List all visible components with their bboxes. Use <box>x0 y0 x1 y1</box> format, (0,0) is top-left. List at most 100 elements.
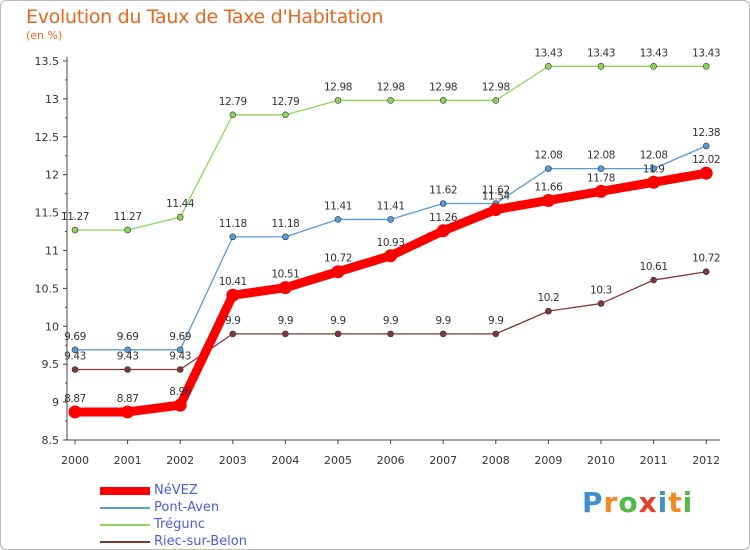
data-label-2: 12.98 <box>482 81 510 93</box>
chart-title: Evolution du Taux de Taxe d'Habitation <box>26 6 384 28</box>
series-point-3 <box>282 330 289 338</box>
series-point-1 <box>176 346 184 354</box>
legend-label-riec-sur-belon: Riec-sur-Belon <box>154 534 247 549</box>
series-point-2 <box>492 97 500 104</box>
x-tick-label: 2002 <box>166 454 194 467</box>
data-label-2: 12.98 <box>429 81 457 93</box>
data-label-3: 10.2 <box>538 292 560 304</box>
data-label-0: 10.51 <box>271 269 299 281</box>
series-point-0 <box>226 288 240 302</box>
data-label-0: 11.26 <box>429 212 458 224</box>
series-point-3 <box>124 366 131 373</box>
series-point-2 <box>229 111 237 119</box>
series-point-3 <box>334 330 342 338</box>
series-point-1 <box>229 233 237 241</box>
data-label-2: 12.98 <box>324 81 352 93</box>
y-tick-label: 10.5 <box>35 282 60 295</box>
data-label-2: 13.43 <box>587 47 615 59</box>
data-label-0: 11.54 <box>482 191 511 203</box>
data-label-1: 11.41 <box>377 200 405 212</box>
x-tick-label: 2000 <box>61 454 89 467</box>
legend-swatch-nevez <box>100 487 150 495</box>
data-label-1: 11.62 <box>429 185 457 197</box>
data-label-2: 12.79 <box>219 96 247 108</box>
x-tick-label: 2004 <box>271 454 299 467</box>
series-point-0 <box>384 249 398 263</box>
series-point-1 <box>334 216 342 223</box>
series-point-0 <box>278 281 292 295</box>
data-label-1: 12.38 <box>692 127 720 139</box>
data-label-3: 10.3 <box>590 285 612 297</box>
series-point-0 <box>436 224 450 238</box>
logo-letter: i <box>657 486 669 519</box>
x-tick-label: 2008 <box>482 454 510 467</box>
y-tick-label: 10 <box>45 320 59 333</box>
data-label-3: 9.43 <box>64 351 86 363</box>
logo-letter: x <box>638 486 658 519</box>
x-tick-label: 2006 <box>377 454 405 467</box>
data-label-0: 8.87 <box>117 393 139 405</box>
series-point-0 <box>541 193 555 207</box>
series-point-3 <box>492 330 500 338</box>
x-tick-label: 2001 <box>114 454 142 467</box>
data-label-3: 9.9 <box>330 315 346 327</box>
data-label-2: 13.43 <box>692 47 720 59</box>
proxiti-logo: Proxiti <box>582 486 693 519</box>
x-tick-label: 2010 <box>587 454 615 467</box>
data-label-2: 12.98 <box>377 81 405 93</box>
series-point-2 <box>650 63 657 70</box>
data-label-3: 9.9 <box>488 315 504 327</box>
data-label-0: 8.96 <box>169 386 191 398</box>
data-label-2: 12.79 <box>271 96 299 108</box>
data-label-2: 11.44 <box>166 198 195 210</box>
data-label-1: 11.62 <box>482 185 510 197</box>
series-point-3 <box>229 330 237 338</box>
logo-letter: i <box>682 486 694 519</box>
series-point-1 <box>650 165 657 172</box>
series-point-1 <box>702 142 710 150</box>
data-label-2: 11.27 <box>61 211 89 223</box>
series-point-3 <box>597 300 605 307</box>
data-label-0: 10.93 <box>377 237 405 249</box>
y-tick-label: 11 <box>45 245 59 258</box>
legend-item-riec-sur-belon: Riec-sur-Belon <box>100 533 300 550</box>
series-point-1 <box>439 200 447 207</box>
y-tick-label: 13.5 <box>35 55 60 68</box>
data-label-0: 10.72 <box>324 253 352 265</box>
series-point-3 <box>545 307 552 315</box>
legend-swatch-pont-aven <box>100 507 150 509</box>
data-label-1: 9.69 <box>117 331 139 343</box>
series-point-3 <box>387 330 394 338</box>
data-label-0: 12.02 <box>692 154 720 166</box>
series-point-2 <box>71 226 79 234</box>
data-label-0: 8.87 <box>64 393 86 405</box>
series-point-1 <box>71 346 79 354</box>
series-point-2 <box>334 97 342 104</box>
chart-legend: NéVEZ Pont-Aven Trégunc Riec-sur-Belon <box>100 482 300 550</box>
data-label-3: 10.61 <box>640 261 668 273</box>
series-point-2 <box>702 63 710 70</box>
legend-label-nevez: NéVEZ <box>154 483 198 498</box>
data-label-3: 9.9 <box>383 315 399 327</box>
series-point-0 <box>121 405 135 419</box>
series-point-2 <box>387 97 394 104</box>
series-point-0 <box>173 398 187 412</box>
data-label-0: 11.9 <box>643 163 665 175</box>
x-tick-label: 2007 <box>429 454 457 467</box>
y-tick-label: 8.5 <box>42 434 60 447</box>
series-point-1 <box>282 233 289 241</box>
series-point-2 <box>124 226 131 234</box>
data-label-1: 12.08 <box>534 150 562 162</box>
series-point-0 <box>699 166 713 180</box>
series-point-3 <box>702 268 710 276</box>
data-label-1: 11.18 <box>271 218 299 230</box>
data-label-2: 13.43 <box>534 47 562 59</box>
legend-swatch-riec-sur-belon <box>100 541 150 543</box>
data-label-1: 11.18 <box>219 218 247 230</box>
legend-label-pont-aven: Pont-Aven <box>154 500 220 515</box>
logo-letter: o <box>618 486 639 519</box>
data-label-0: 10.41 <box>219 276 247 288</box>
y-tick-label: 11.5 <box>35 207 60 220</box>
